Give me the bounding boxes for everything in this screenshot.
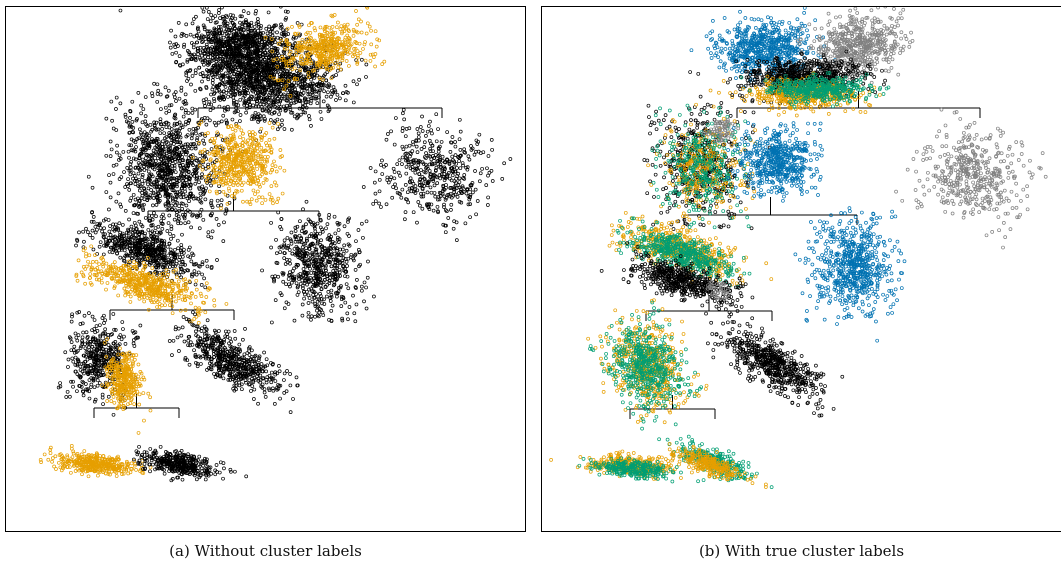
scatter-cluster-level4-left	[586, 298, 709, 431]
scatter-cluster-root	[688, 7, 915, 118]
scatter-cluster-level2-right	[361, 108, 513, 242]
scatter-cluster-level4-right	[167, 310, 300, 415]
scatter-cluster-level3-right	[260, 199, 376, 325]
scatter-cluster-leaf-left	[38, 443, 153, 479]
cluster-tree-plot-b	[549, 7, 1048, 489]
tree-bracket	[93, 394, 180, 418]
panel-without-labels	[5, 6, 526, 532]
panel-with-true-labels	[541, 6, 1061, 532]
scatter-cluster-root	[118, 7, 387, 143]
scatter-cluster-level3-left	[599, 210, 774, 321]
scatter-cluster-level2-left	[642, 88, 772, 240]
caption-a: (a) Without cluster labels	[169, 542, 362, 560]
caption-b: (b) With true cluster labels	[698, 542, 905, 560]
scatter-cluster-level4-left	[56, 310, 153, 435]
scatter-cluster-leaf-left	[549, 449, 700, 484]
scatter-cluster-leaf-right	[132, 444, 249, 483]
tree-bracket	[683, 197, 858, 225]
scatter-cluster-level3-right	[793, 206, 907, 343]
scatter-cluster-level2-right	[894, 107, 1048, 250]
scatter-cluster-leaf-right	[657, 434, 774, 489]
scatter-cluster-level2-left	[86, 81, 287, 243]
scatter-cluster-level3-left	[74, 210, 229, 325]
scatter-cluster-level2-middle	[726, 121, 824, 203]
tree-bracket	[645, 295, 773, 321]
scatter-cluster-level4-right	[706, 310, 845, 418]
cluster-tree-plot-a	[38, 7, 513, 483]
